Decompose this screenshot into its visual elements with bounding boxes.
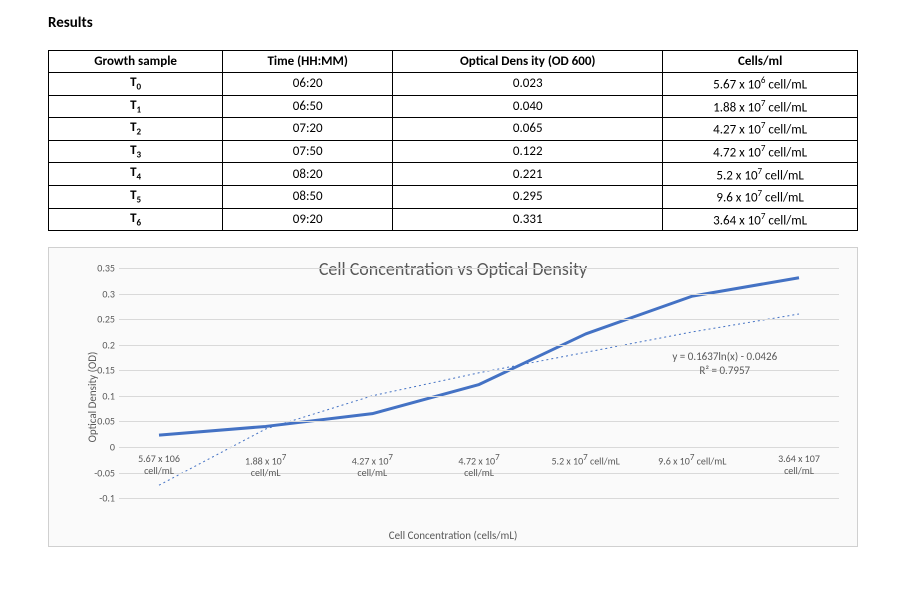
x-tick-label: 4.27 x 107cell/mL bbox=[327, 453, 417, 479]
cell-cells: 4.27 x 107 cell/mL bbox=[663, 118, 858, 141]
cell-time: 09:20 bbox=[223, 208, 393, 231]
y-tick-label: 0.25 bbox=[85, 313, 115, 326]
x-tick-label: 4.72 x 107cell/mL bbox=[434, 453, 524, 479]
cell-time: 06:20 bbox=[223, 73, 393, 96]
cell-sample: T1 bbox=[49, 95, 223, 118]
chart: Cell Concentration vs Optical Density Op… bbox=[48, 247, 858, 547]
cell-sample: T0 bbox=[49, 73, 223, 96]
x-tick-label: 1.88 x 107cell/mL bbox=[221, 453, 311, 479]
grid-line bbox=[119, 345, 839, 346]
y-tick-label: 0.15 bbox=[85, 364, 115, 377]
grid-line bbox=[119, 498, 839, 499]
trendline-equation: y = 0.1637ln(x) - 0.0426 R² = 0.7957 bbox=[672, 350, 777, 379]
col-sample: Growth sample bbox=[49, 51, 223, 73]
cell-sample: T5 bbox=[49, 185, 223, 208]
cell-od: 0.221 bbox=[393, 163, 663, 186]
table-row: T207:200.0654.27 x 107 cell/mL bbox=[49, 118, 858, 141]
col-cells: Cells/ml bbox=[663, 51, 858, 73]
cell-time: 08:50 bbox=[223, 185, 393, 208]
trend-r2-line: R² = 0.7957 bbox=[672, 364, 777, 378]
col-od: Optical Dens ity (OD 600) bbox=[393, 51, 663, 73]
table-row: T408:200.2215.2 x 107 cell/mL bbox=[49, 163, 858, 186]
grid-line bbox=[119, 447, 839, 448]
cell-od: 0.295 bbox=[393, 185, 663, 208]
table-row: T307:500.1224.72 x 107 cell/mL bbox=[49, 140, 858, 163]
y-tick-label: 0.1 bbox=[85, 389, 115, 402]
cell-od: 0.023 bbox=[393, 73, 663, 96]
cell-cells: 9.6 x 107 cell/mL bbox=[663, 185, 858, 208]
cell-time: 07:20 bbox=[223, 118, 393, 141]
y-tick-label: 0.2 bbox=[85, 338, 115, 351]
cell-sample: T6 bbox=[49, 208, 223, 231]
x-axis-label: Cell Concentration (cells/mL) bbox=[49, 529, 857, 542]
grid-line bbox=[119, 396, 839, 397]
cell-time: 06:50 bbox=[223, 95, 393, 118]
table-row: T106:500.0401.88 x 107 cell/mL bbox=[49, 95, 858, 118]
table-row: T508:500.2959.6 x 107 cell/mL bbox=[49, 185, 858, 208]
cell-od: 0.331 bbox=[393, 208, 663, 231]
grid-line bbox=[119, 268, 839, 269]
cell-sample: T3 bbox=[49, 140, 223, 163]
heading: Results bbox=[48, 14, 859, 32]
cell-od: 0.122 bbox=[393, 140, 663, 163]
x-tick-label: 5.67 x 106cell/mL bbox=[114, 453, 204, 477]
cell-sample: T4 bbox=[49, 163, 223, 186]
cell-od: 0.065 bbox=[393, 118, 663, 141]
y-tick-label: 0.35 bbox=[85, 262, 115, 275]
x-tick-label: 3.64 x 107cell/mL bbox=[754, 453, 844, 477]
cell-sample: T2 bbox=[49, 118, 223, 141]
grid-line bbox=[119, 421, 839, 422]
results-table: Growth sample Time (HH:MM) Optical Dens … bbox=[48, 50, 858, 231]
table-row: T006:200.0235.67 x 106 cell/mL bbox=[49, 73, 858, 96]
y-tick-label: -0.05 bbox=[85, 466, 115, 479]
y-tick-label: -0.1 bbox=[85, 492, 115, 505]
cell-cells: 1.88 x 107 cell/mL bbox=[663, 95, 858, 118]
y-tick-label: 0 bbox=[85, 441, 115, 454]
cell-od: 0.040 bbox=[393, 95, 663, 118]
grid-line bbox=[119, 294, 839, 295]
x-tick-label: 5.2 x 107 cell/mL bbox=[541, 453, 631, 467]
cell-cells: 5.2 x 107 cell/mL bbox=[663, 163, 858, 186]
cell-cells: 5.67 x 106 cell/mL bbox=[663, 73, 858, 96]
y-tick-label: 0.3 bbox=[85, 287, 115, 300]
col-time: Time (HH:MM) bbox=[223, 51, 393, 73]
cell-cells: 4.72 x 107 cell/mL bbox=[663, 140, 858, 163]
cell-time: 08:20 bbox=[223, 163, 393, 186]
y-tick-label: 0.05 bbox=[85, 415, 115, 428]
cell-time: 07:50 bbox=[223, 140, 393, 163]
table-row: T609:200.3313.64 x 107 cell/mL bbox=[49, 208, 858, 231]
grid-line bbox=[119, 319, 839, 320]
trend-eq-line: y = 0.1637ln(x) - 0.0426 bbox=[672, 350, 777, 364]
x-tick-label: 9.6 x 107 cell/mL bbox=[647, 453, 737, 467]
cell-cells: 3.64 x 107 cell/mL bbox=[663, 208, 858, 231]
